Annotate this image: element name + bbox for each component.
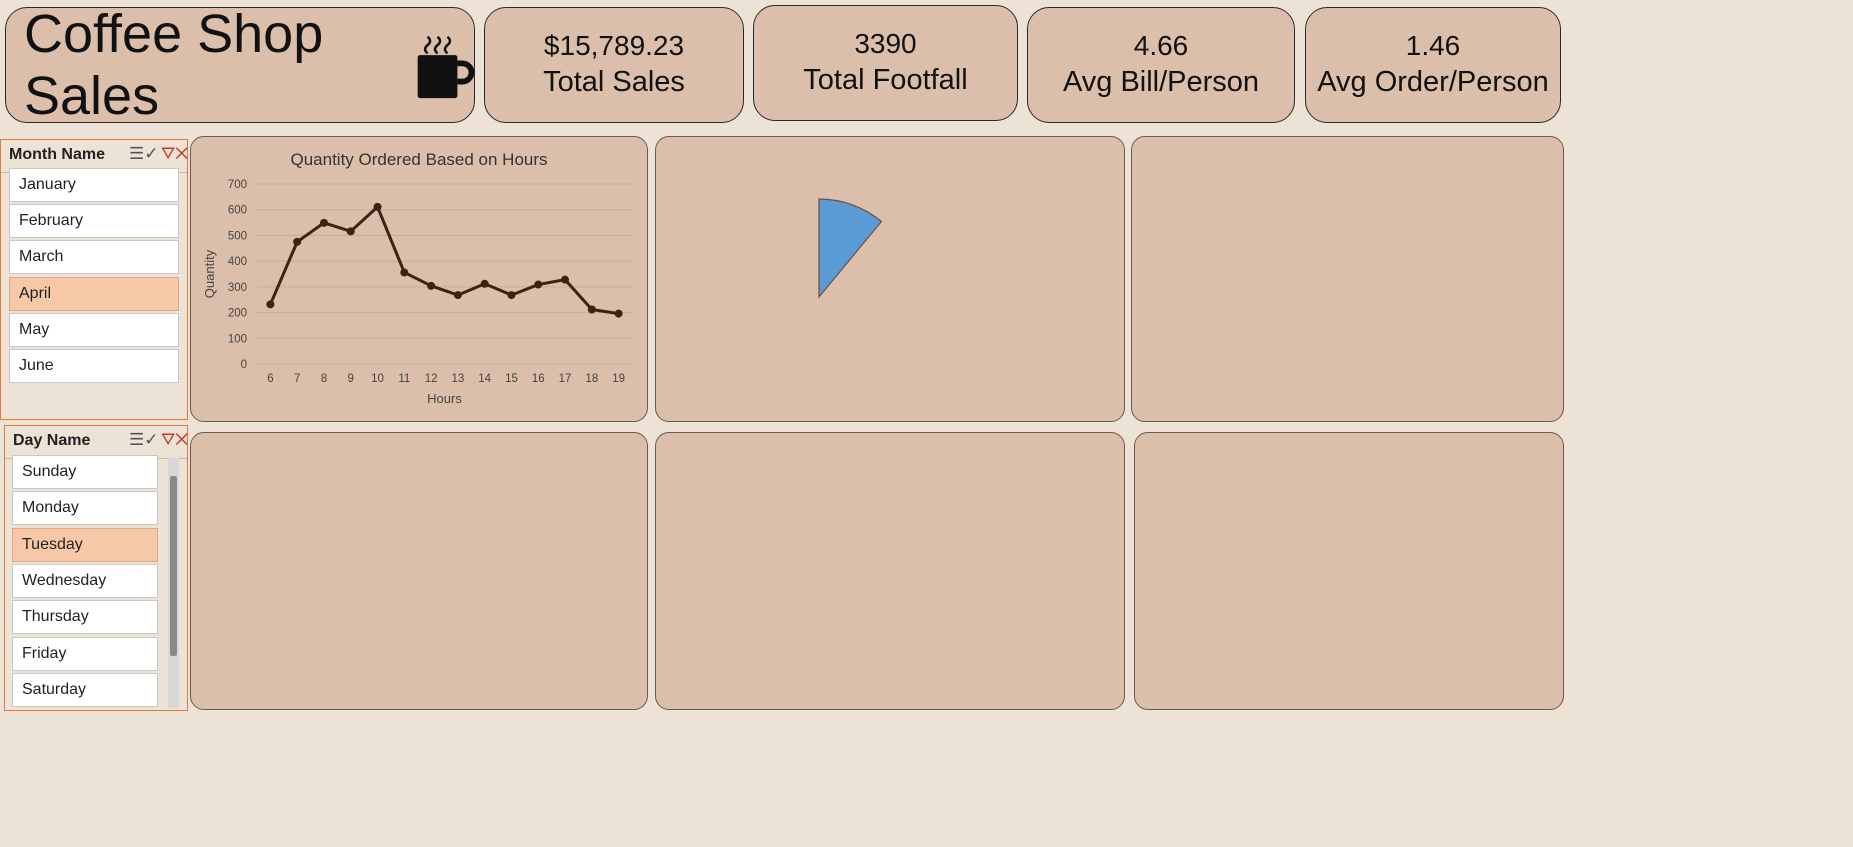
bar-chart-weekdays: [1135, 433, 1563, 709]
y-axis-label: Quantity: [202, 249, 217, 298]
slicer-item-april[interactable]: April: [9, 277, 179, 311]
slicer-item-march[interactable]: March: [9, 240, 179, 274]
chart-panel-products: [655, 432, 1125, 710]
dashboard-title: Coffee Shop Sales: [24, 4, 324, 126]
bar-chart-stores: [191, 433, 647, 709]
data-point: [373, 202, 382, 211]
kpi-label: Total Sales: [543, 66, 685, 98]
data-point: [587, 305, 596, 314]
x-tick-label: 7: [294, 373, 300, 385]
bar-chart-products: [656, 433, 1124, 709]
x-tick-label: 17: [559, 373, 572, 385]
kpi-total-footfall: 3390 Total Footfall: [753, 5, 1018, 121]
kpi-value: 1.46: [1405, 30, 1461, 61]
slicer-header: Day Name: [13, 432, 91, 449]
data-point: [507, 291, 516, 300]
y-tick-label: 200: [228, 308, 247, 320]
title-card: Coffee Shop Sales: [5, 4, 475, 126]
x-tick-label: 13: [451, 373, 464, 385]
y-tick-label: 600: [228, 205, 247, 217]
data-point: [614, 309, 623, 318]
x-tick-label: 19: [612, 373, 625, 385]
slicer-item-june[interactable]: June: [9, 349, 179, 383]
chart-panel-sizes: [1131, 136, 1564, 422]
clear-filter-icon[interactable]: ⛛✕: [161, 144, 189, 163]
pie-chart-categories: [818, 198, 883, 299]
multi-select-icon[interactable]: ☰✓: [129, 144, 159, 163]
x-axis-label: Hours: [427, 391, 462, 406]
slicer-item-january[interactable]: January: [9, 168, 179, 202]
month-slicer: Month Name ☰✓ ⛛✕ January February March …: [0, 139, 188, 420]
chart-panel-hours: Quantity Ordered Based on Hours 0 100 200 30…: [190, 136, 648, 422]
pie-chart-sizes: [1132, 137, 1563, 421]
x-tick-label: 11: [398, 373, 410, 385]
slicer-item-friday[interactable]: Friday: [12, 637, 158, 671]
slicer-header: Month Name: [9, 146, 105, 163]
x-tick-label: 10: [371, 373, 384, 385]
y-tick-label: 0: [241, 359, 247, 371]
data-point: [534, 280, 543, 289]
x-tick-label: 6: [267, 373, 273, 385]
slicer-item-thursday[interactable]: Thursday: [12, 600, 158, 634]
x-tick-label: 16: [532, 373, 545, 385]
data-point: [427, 281, 436, 290]
y-tick-label: 100: [228, 333, 247, 345]
data-point: [319, 218, 328, 227]
kpi-label: Avg Order/Person: [1317, 66, 1549, 98]
data-point: [293, 237, 302, 246]
kpi-label: Total Footfall: [803, 64, 968, 96]
kpi-value: 4.66: [1133, 30, 1189, 61]
slicer-item-monday[interactable]: Monday: [12, 491, 158, 525]
slicer-item-sunday[interactable]: Sunday: [12, 455, 158, 489]
slicer-item-tuesday[interactable]: Tuesday: [12, 528, 158, 562]
chart-title: Quantity Ordered Based on Hours: [290, 150, 547, 169]
slicer-item-wednesday[interactable]: Wednesday: [12, 564, 158, 598]
data-point: [561, 275, 570, 284]
clear-filter-icon[interactable]: ⛛✕: [161, 430, 189, 449]
data-point: [400, 268, 409, 277]
data-point: [266, 300, 275, 309]
y-tick-label: 400: [228, 256, 247, 268]
slicer-item-may[interactable]: May: [9, 313, 179, 347]
kpi-avg-order: 1.46 Avg Order/Person: [1305, 7, 1561, 123]
y-tick-label: 500: [228, 230, 247, 242]
data-point: [453, 291, 462, 300]
x-tick-label: 12: [425, 373, 438, 385]
chart-panel-weekdays: [1134, 432, 1564, 710]
multi-select-icon[interactable]: ☰✓: [129, 430, 159, 449]
line-chart-hours: Quantity Ordered Based on Hours 0 100 200 30…: [202, 150, 632, 406]
coffee-cup-icon: [417, 35, 474, 99]
chart-panel-stores: [190, 432, 648, 710]
slicer-scroll-thumb[interactable]: [170, 476, 177, 656]
kpi-value: $15,789.23: [543, 30, 685, 61]
x-tick-label: 18: [585, 373, 598, 385]
x-tick-label: 15: [505, 373, 518, 385]
x-tick-label: 8: [321, 373, 327, 385]
y-tick-label: 700: [228, 179, 247, 191]
data-point: [346, 227, 355, 236]
chart-panel-categories: [655, 136, 1125, 422]
slicer-item-february[interactable]: February: [9, 204, 179, 238]
kpi-label: Avg Bill/Person: [1062, 66, 1260, 98]
x-tick-label: 14: [478, 373, 491, 385]
data-point: [480, 279, 489, 288]
pie-slice: [818, 198, 883, 299]
x-tick-label: 9: [348, 373, 354, 385]
kpi-value: 3390: [854, 28, 917, 59]
y-tick-label: 300: [228, 282, 247, 294]
slicer-item-saturday[interactable]: Saturday: [12, 673, 158, 707]
kpi-avg-bill: 4.66 Avg Bill/Person: [1027, 7, 1295, 123]
kpi-total-sales: $15,789.23 Total Sales: [484, 7, 744, 123]
series-line: [269, 205, 619, 316]
